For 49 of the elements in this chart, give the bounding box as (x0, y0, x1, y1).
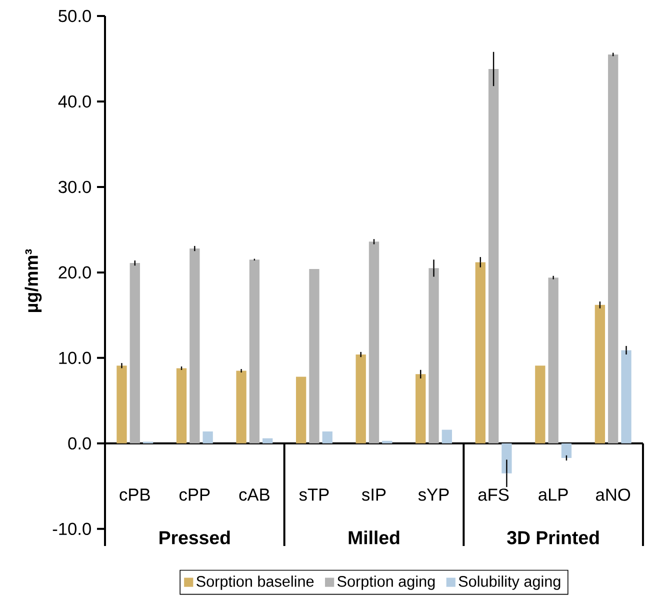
bar (322, 431, 332, 444)
x-tick-label: cPB (120, 488, 150, 501)
y-tick-label: 50.0 (58, 10, 91, 22)
bar (621, 350, 632, 444)
bar (475, 262, 486, 444)
x-tick-label: aFS (478, 488, 509, 501)
y-tick-label: 10.0 (59, 352, 91, 364)
bar (190, 248, 200, 444)
bar (608, 54, 618, 444)
y-tick-label: 30.0 (58, 180, 91, 194)
bar (382, 440, 392, 444)
x-tick-label: aLP (538, 488, 568, 501)
x-tick-label: sIP (362, 488, 386, 501)
bar (535, 366, 546, 444)
annotation: 3D Printed (507, 530, 599, 544)
legend-label: Sorption aging (337, 576, 435, 590)
bar (249, 260, 260, 444)
bar (561, 443, 572, 458)
x-tick-label: sYP (418, 488, 449, 501)
bar (296, 376, 306, 444)
y-tick-label: 0.0 (68, 437, 91, 450)
x-tick-label: aNO (596, 488, 630, 501)
bar (356, 354, 366, 444)
bar (368, 242, 380, 444)
bar (428, 268, 439, 444)
bar (176, 368, 187, 444)
bar (488, 68, 499, 444)
x-tick-label: sTP (299, 488, 329, 501)
bar (236, 370, 246, 444)
bar (262, 438, 273, 444)
bar (548, 278, 558, 444)
y-axis-title: µg/mm³ (24, 249, 42, 312)
bar (116, 366, 127, 444)
bar (309, 269, 320, 444)
bar (130, 263, 140, 444)
bar (502, 443, 512, 474)
annotation: Pressed (160, 530, 230, 544)
x-tick-label: cPP (180, 488, 210, 501)
x-tick-label: cAB (239, 488, 270, 501)
bar (416, 374, 426, 444)
bar (202, 431, 213, 444)
bar (442, 430, 452, 444)
bar (594, 304, 606, 444)
y-tick-label: -10.0 (52, 522, 91, 536)
legend-label: Sorption baseline (196, 576, 314, 590)
y-tick-label: 40.0 (58, 95, 91, 108)
y-tick-label: 20.0 (58, 266, 91, 279)
legend-label: Solubility aging (458, 576, 560, 590)
annotation: Milled (348, 530, 400, 544)
